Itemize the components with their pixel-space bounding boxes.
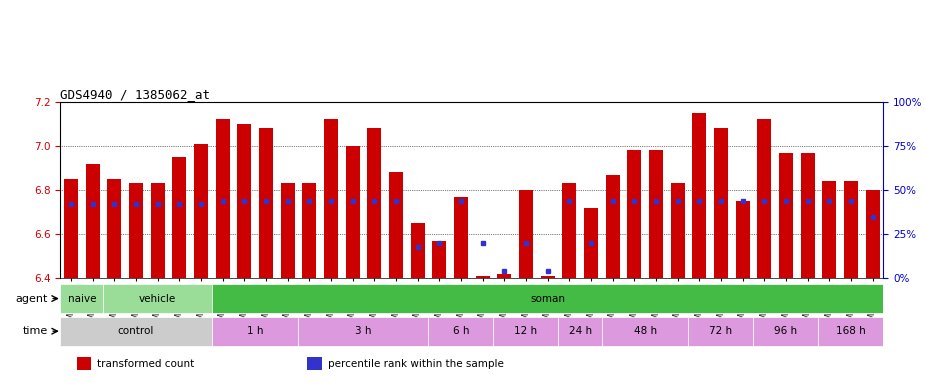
Bar bbox=[151, 184, 165, 278]
Bar bbox=[819, 316, 883, 346]
Bar bbox=[602, 316, 688, 346]
Text: 96 h: 96 h bbox=[774, 326, 797, 336]
Bar bbox=[753, 316, 819, 346]
Bar bbox=[77, 357, 92, 370]
Bar bbox=[714, 128, 728, 278]
Text: naive: naive bbox=[68, 293, 96, 304]
Bar bbox=[844, 181, 857, 278]
Text: agent: agent bbox=[16, 293, 48, 304]
Bar bbox=[758, 119, 771, 278]
Bar bbox=[307, 357, 322, 370]
Text: 48 h: 48 h bbox=[634, 326, 657, 336]
Text: soman: soman bbox=[530, 293, 565, 304]
Bar bbox=[259, 128, 273, 278]
Bar bbox=[346, 146, 360, 278]
Bar bbox=[302, 184, 316, 278]
Bar bbox=[671, 184, 684, 278]
Text: 3 h: 3 h bbox=[355, 326, 372, 336]
Bar bbox=[498, 274, 512, 278]
Bar bbox=[627, 151, 641, 278]
Bar bbox=[212, 316, 299, 346]
Bar bbox=[779, 152, 793, 278]
Bar bbox=[216, 119, 229, 278]
Bar bbox=[172, 157, 186, 278]
Bar bbox=[299, 316, 428, 346]
Bar bbox=[64, 179, 78, 278]
Text: 1 h: 1 h bbox=[247, 326, 264, 336]
Bar bbox=[606, 175, 620, 278]
Bar bbox=[129, 184, 143, 278]
Bar bbox=[559, 316, 602, 346]
Text: 24 h: 24 h bbox=[569, 326, 592, 336]
Bar bbox=[212, 284, 883, 313]
Bar bbox=[60, 284, 104, 313]
Text: control: control bbox=[117, 326, 154, 336]
Bar bbox=[866, 190, 880, 278]
Bar bbox=[280, 184, 295, 278]
Bar bbox=[562, 184, 576, 278]
Text: vehicle: vehicle bbox=[139, 293, 177, 304]
Bar bbox=[194, 144, 208, 278]
Bar bbox=[688, 316, 753, 346]
Bar bbox=[60, 316, 212, 346]
Bar bbox=[692, 113, 707, 278]
Text: 168 h: 168 h bbox=[836, 326, 866, 336]
Text: transformed count: transformed count bbox=[97, 359, 194, 369]
Text: time: time bbox=[22, 326, 48, 336]
Bar bbox=[367, 128, 381, 278]
Bar bbox=[237, 124, 252, 278]
Bar bbox=[584, 208, 598, 278]
Bar bbox=[86, 164, 100, 278]
Bar bbox=[432, 241, 446, 278]
Bar bbox=[107, 179, 121, 278]
Text: 6 h: 6 h bbox=[452, 326, 469, 336]
Bar bbox=[454, 197, 468, 278]
Text: 72 h: 72 h bbox=[709, 326, 733, 336]
Bar bbox=[493, 316, 559, 346]
Bar bbox=[540, 276, 555, 278]
Bar bbox=[104, 284, 212, 313]
Bar bbox=[388, 172, 403, 278]
Bar bbox=[519, 190, 533, 278]
Bar bbox=[411, 223, 425, 278]
Text: 12 h: 12 h bbox=[514, 326, 537, 336]
Bar bbox=[428, 316, 493, 346]
Text: percentile rank within the sample: percentile rank within the sample bbox=[327, 359, 503, 369]
Bar bbox=[800, 152, 815, 278]
Text: GDS4940 / 1385062_at: GDS4940 / 1385062_at bbox=[60, 88, 210, 101]
Bar bbox=[475, 276, 489, 278]
Bar bbox=[735, 201, 749, 278]
Bar bbox=[822, 181, 836, 278]
Bar bbox=[648, 151, 663, 278]
Bar bbox=[324, 119, 338, 278]
